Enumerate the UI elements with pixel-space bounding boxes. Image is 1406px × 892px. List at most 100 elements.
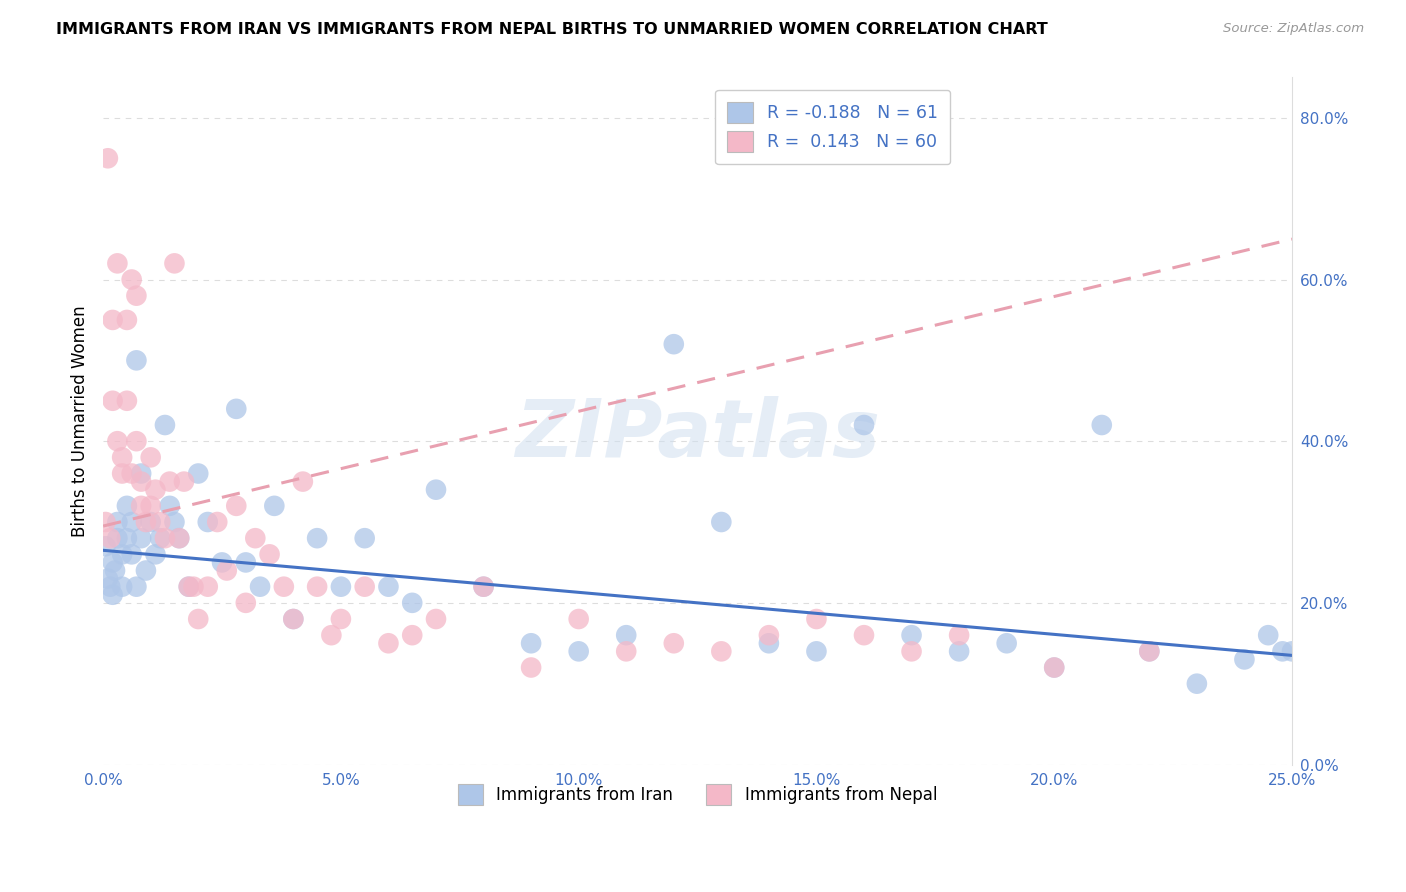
Point xyxy=(520,660,543,674)
Point xyxy=(948,628,970,642)
Point xyxy=(129,467,152,481)
Point xyxy=(167,531,190,545)
Point xyxy=(853,628,876,642)
Point xyxy=(259,547,281,561)
Point xyxy=(97,151,120,165)
Point xyxy=(163,515,186,529)
Point xyxy=(245,531,267,545)
Point xyxy=(758,628,780,642)
Point xyxy=(1137,644,1160,658)
Point xyxy=(806,612,828,626)
Point xyxy=(111,450,134,465)
Y-axis label: Births to Unmarried Women: Births to Unmarried Women xyxy=(72,305,89,537)
Point xyxy=(135,564,157,578)
Point xyxy=(101,556,124,570)
Point xyxy=(425,483,447,497)
Point xyxy=(167,531,190,545)
Point xyxy=(197,580,219,594)
Point xyxy=(94,539,117,553)
Point xyxy=(121,467,143,481)
Point xyxy=(153,531,176,545)
Point xyxy=(139,515,162,529)
Point xyxy=(263,499,285,513)
Point xyxy=(215,564,238,578)
Text: ZIPatlas: ZIPatlas xyxy=(515,396,880,474)
Point xyxy=(197,515,219,529)
Point xyxy=(321,628,343,642)
Point xyxy=(121,515,143,529)
Point xyxy=(129,499,152,513)
Point xyxy=(1043,660,1066,674)
Point xyxy=(1137,644,1160,658)
Point xyxy=(1257,628,1279,642)
Point xyxy=(101,393,124,408)
Point xyxy=(101,313,124,327)
Point xyxy=(273,580,295,594)
Point xyxy=(307,580,329,594)
Point xyxy=(101,588,124,602)
Point xyxy=(472,580,495,594)
Text: Source: ZipAtlas.com: Source: ZipAtlas.com xyxy=(1223,22,1364,36)
Point xyxy=(211,556,233,570)
Point xyxy=(111,467,134,481)
Point xyxy=(307,531,329,545)
Point xyxy=(1043,660,1066,674)
Point xyxy=(111,547,134,561)
Point xyxy=(225,499,247,513)
Point xyxy=(401,628,423,642)
Point xyxy=(353,531,375,545)
Point xyxy=(135,515,157,529)
Point xyxy=(121,547,143,561)
Text: IMMIGRANTS FROM IRAN VS IMMIGRANTS FROM NEPAL BIRTHS TO UNMARRIED WOMEN CORRELAT: IMMIGRANTS FROM IRAN VS IMMIGRANTS FROM … xyxy=(56,22,1047,37)
Point xyxy=(806,644,828,658)
Point xyxy=(177,580,200,594)
Point xyxy=(1271,644,1294,658)
Point xyxy=(948,644,970,658)
Point xyxy=(163,256,186,270)
Point xyxy=(472,580,495,594)
Point xyxy=(159,499,181,513)
Point xyxy=(329,612,352,626)
Point xyxy=(662,337,685,351)
Point xyxy=(149,515,172,529)
Point xyxy=(520,636,543,650)
Point xyxy=(121,272,143,286)
Point xyxy=(115,313,138,327)
Point xyxy=(853,417,876,432)
Point xyxy=(105,256,128,270)
Point xyxy=(97,572,120,586)
Point xyxy=(153,417,176,432)
Point xyxy=(125,580,148,594)
Point xyxy=(125,353,148,368)
Point xyxy=(1185,676,1208,690)
Point xyxy=(283,612,305,626)
Point xyxy=(710,515,733,529)
Point xyxy=(568,612,591,626)
Point xyxy=(900,628,922,642)
Point xyxy=(98,580,121,594)
Point xyxy=(115,499,138,513)
Point xyxy=(105,515,128,529)
Point xyxy=(145,483,167,497)
Point xyxy=(329,580,352,594)
Point xyxy=(207,515,229,529)
Point xyxy=(291,475,314,489)
Point xyxy=(995,636,1018,650)
Point xyxy=(249,580,271,594)
Point xyxy=(614,644,637,658)
Point xyxy=(353,580,375,594)
Point xyxy=(115,393,138,408)
Legend: Immigrants from Iran, Immigrants from Nepal: Immigrants from Iran, Immigrants from Ne… xyxy=(449,774,948,814)
Point xyxy=(187,612,209,626)
Point xyxy=(129,531,152,545)
Point xyxy=(111,580,134,594)
Point xyxy=(377,580,399,594)
Point xyxy=(177,580,200,594)
Point xyxy=(125,434,148,449)
Point xyxy=(614,628,637,642)
Point xyxy=(187,467,209,481)
Point xyxy=(129,475,152,489)
Point xyxy=(183,580,205,594)
Point xyxy=(139,499,162,513)
Point xyxy=(105,531,128,545)
